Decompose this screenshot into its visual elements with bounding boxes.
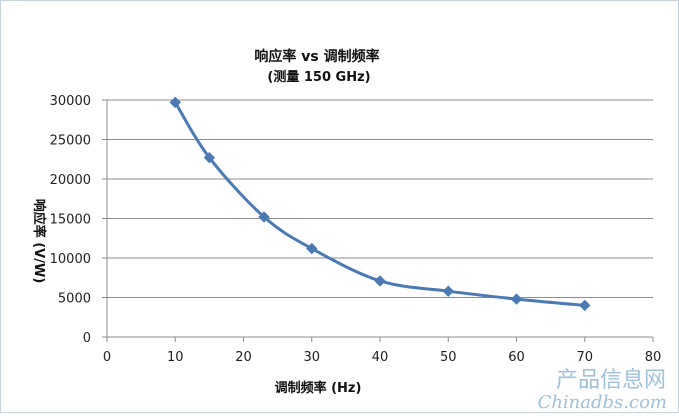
data-point-50 (442, 285, 454, 297)
x-tick-label-10: 10 (167, 350, 184, 365)
y-axis-label: 响应率 (V/W) (31, 199, 47, 284)
x-tick-label-80: 80 (645, 350, 662, 365)
y-tick-label-30000: 30000 (50, 94, 91, 109)
data-point-40 (374, 275, 386, 287)
y-tick-label-20000: 20000 (50, 173, 91, 188)
data-series (169, 96, 591, 312)
x-tick-label-70: 70 (576, 350, 593, 365)
data-point-60 (510, 293, 523, 305)
x-tick-label-20: 20 (235, 350, 252, 365)
chart-subtitle: (测量 150 GHz) (267, 69, 370, 85)
data-point-23 (258, 211, 270, 223)
y-tick-labels: 0 5000 10000 15000 20000 25000 30000 (50, 94, 91, 346)
y-tick-label-25000: 25000 (50, 134, 91, 149)
data-point-10 (169, 96, 181, 109)
data-point-15 (203, 151, 216, 164)
y-tick-label-10000: 10000 (50, 252, 91, 267)
x-tick-label-30: 30 (303, 350, 320, 365)
x-tick-label-60: 60 (508, 350, 525, 365)
y-tick-label-15000: 15000 (50, 213, 91, 228)
x-tick-labels: 0 10 20 30 40 50 60 70 80 (103, 350, 661, 365)
y-tick-label-0: 0 (83, 331, 91, 346)
watermark-en: Chinadbs.com (538, 392, 667, 412)
axes (102, 99, 654, 342)
chart-title: 响应率 vs 调制频率 (254, 48, 379, 65)
series-line (173, 101, 585, 307)
data-point-70 (579, 299, 591, 312)
gridlines (107, 99, 653, 298)
watermark-cn: 产品信息网 (556, 368, 666, 393)
x-tick-label-50: 50 (440, 350, 457, 365)
data-point-30 (306, 242, 318, 255)
x-axis-label: 调制频率 (Hz) (275, 380, 362, 396)
y-tick-label-5000: 5000 (58, 292, 91, 307)
x-tick-label-40: 40 (372, 350, 389, 365)
x-tick-label-0: 0 (103, 350, 111, 365)
